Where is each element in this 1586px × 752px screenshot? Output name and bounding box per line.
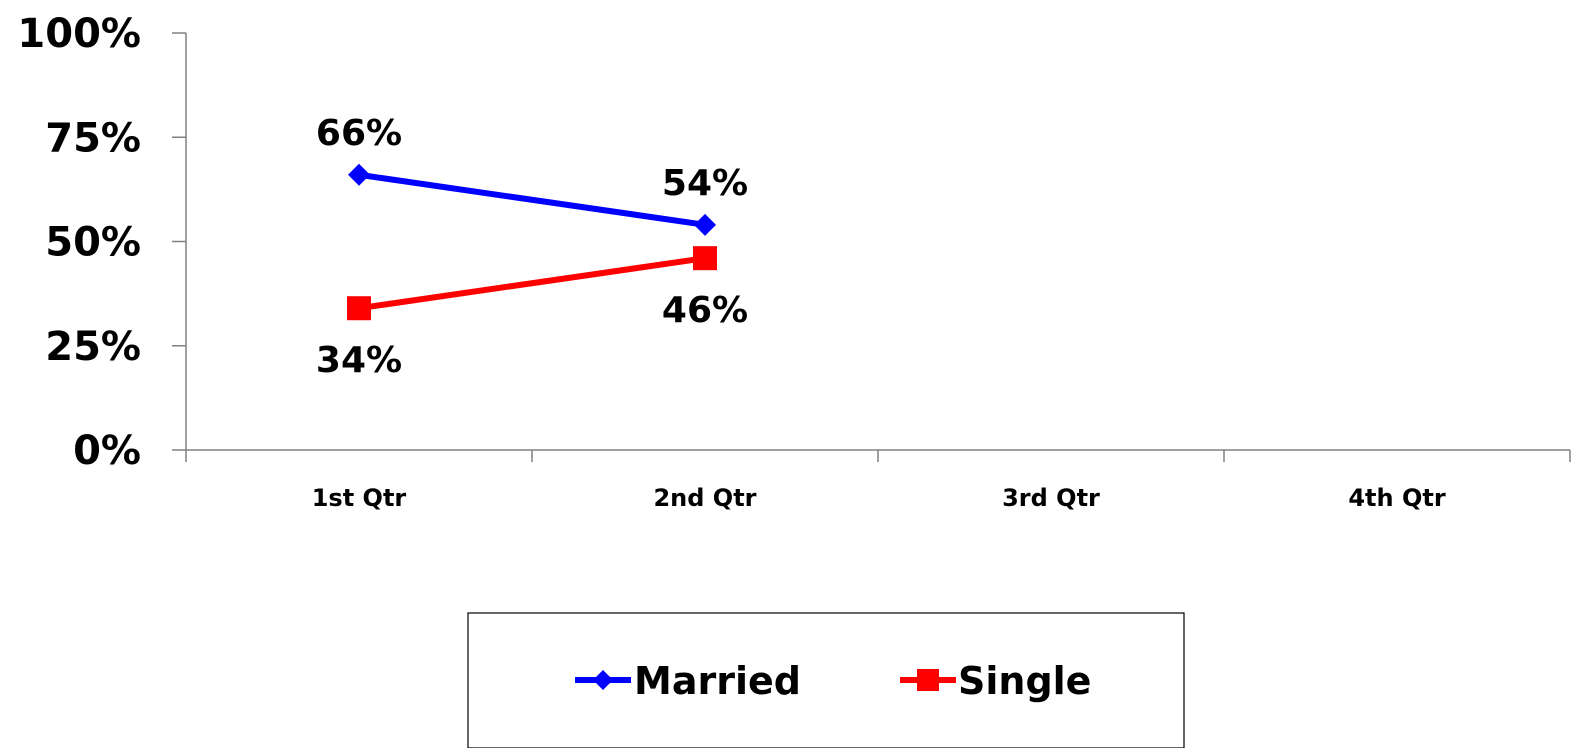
y-tick-label: 0%: [73, 428, 141, 474]
x-tick-label: 3rd Qtr: [1002, 484, 1100, 512]
legend-marker-single: [917, 669, 939, 691]
marker-married: [694, 213, 716, 236]
data-label: 34%: [316, 340, 402, 381]
legend-label-single: Single: [958, 659, 1091, 703]
legend-label-married: Married: [634, 659, 801, 703]
legend-marker-married: [593, 670, 613, 690]
marker-married: [348, 163, 370, 186]
y-tick-label: 75%: [45, 115, 141, 161]
data-label: 46%: [662, 290, 748, 331]
x-tick-label: 1st Qtr: [312, 484, 407, 512]
legend: Married Single: [467, 612, 1185, 749]
x-tick-label: 4th Qtr: [1348, 484, 1445, 512]
marker-single: [347, 296, 371, 321]
series-line-married: [358, 171, 706, 228]
series-line-single: [358, 255, 706, 312]
data-label: 66%: [316, 113, 402, 154]
y-tick-label: 100%: [17, 11, 141, 57]
y-tick-label: 25%: [45, 324, 141, 370]
axes: 0% 25% 50% 75% 100% 1st Qtr 2nd Qtr 3rd Qtr 4th …: [17, 11, 1571, 512]
series-layer: [347, 163, 717, 321]
y-tick-label: 50%: [45, 220, 141, 266]
data-labels: 66% 54% 34% 46%: [316, 113, 748, 381]
x-tick-label: 2nd Qtr: [653, 484, 756, 512]
marker-single: [693, 246, 717, 271]
data-label: 54%: [662, 163, 748, 204]
